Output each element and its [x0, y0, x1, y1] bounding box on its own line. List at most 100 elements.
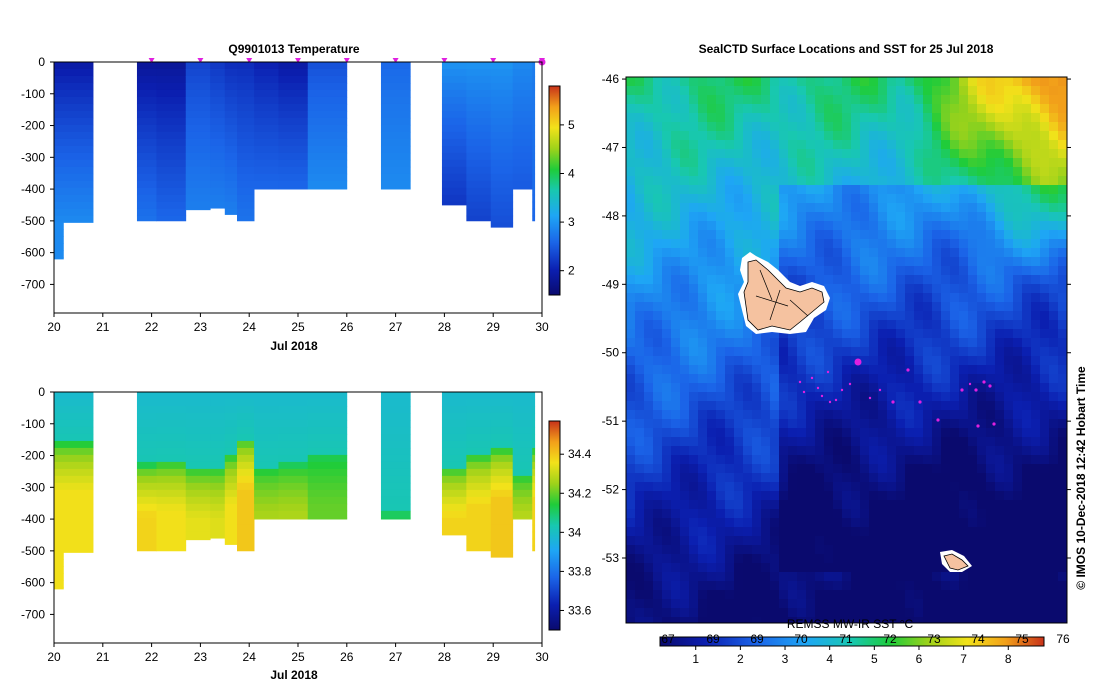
- sst-cell: [1040, 329, 1050, 339]
- sst-cell: [995, 401, 1005, 411]
- temperature-profile-cell: [237, 131, 255, 140]
- salinity-profile-cell: [185, 538, 211, 541]
- sst-cell: [797, 149, 807, 159]
- sst-cell: [698, 590, 708, 600]
- sst-cell: [824, 383, 834, 393]
- sst-cell: [626, 410, 636, 420]
- sst-cell: [653, 293, 663, 303]
- sst-cell: [653, 383, 663, 393]
- salinity-profile-cell: [185, 475, 211, 484]
- sst-cell: [716, 230, 726, 240]
- sst-cell: [869, 437, 879, 447]
- sst-cell: [770, 374, 780, 384]
- sst-cell: [788, 572, 798, 582]
- temperature-profile-cell: [380, 180, 411, 189]
- sst-cell: [743, 347, 753, 357]
- sst-cell: [680, 338, 690, 348]
- sst-cell: [1013, 329, 1023, 339]
- sst-cell: [707, 347, 717, 357]
- sst-cell: [941, 401, 951, 411]
- sst-cell: [824, 131, 834, 141]
- sst-cell: [1004, 284, 1014, 294]
- sst-cell: [725, 113, 735, 123]
- sst-cell: [770, 77, 780, 87]
- salinity-profile-cell: [512, 398, 533, 407]
- sst-cell: [680, 491, 690, 501]
- temperature-y-tick-label: -500: [21, 214, 45, 228]
- sst-cell: [806, 329, 816, 339]
- sst-cell: [779, 599, 789, 609]
- sst-cell: [968, 167, 978, 177]
- sst-cell: [626, 257, 636, 267]
- sst-cell: [743, 410, 753, 420]
- sst-cell: [734, 131, 744, 141]
- sst-cell: [788, 383, 798, 393]
- sst-cell: [959, 320, 969, 330]
- ctd-location-marker: [982, 380, 986, 384]
- sst-cell: [635, 329, 645, 339]
- sst-cell: [887, 572, 897, 582]
- salinity-profile-cell: [156, 468, 187, 477]
- sst-cell: [1031, 311, 1041, 321]
- sst-cell: [689, 428, 699, 438]
- sst-cell: [797, 410, 807, 420]
- sst-cell: [995, 338, 1005, 348]
- sst-cell: [914, 581, 924, 591]
- sst-cell: [878, 617, 888, 623]
- sst-cell: [914, 374, 924, 384]
- sst-cell: [1031, 554, 1041, 564]
- salinity-x-tick-label: 29: [487, 650, 501, 664]
- sst-cell: [1058, 86, 1067, 96]
- sst-cell: [716, 518, 726, 528]
- sst-cell: [833, 77, 843, 87]
- sst-cell: [788, 113, 798, 123]
- sst-cell: [914, 509, 924, 519]
- sst-cell: [1031, 455, 1041, 465]
- sst-cell: [878, 77, 888, 87]
- sst-cell: [905, 275, 915, 285]
- sst-cell: [914, 158, 924, 168]
- salinity-profile-cell: [278, 398, 309, 407]
- sst-cell: [860, 338, 870, 348]
- sst-cell: [923, 311, 933, 321]
- ctd-location-marker: [992, 422, 996, 426]
- sst-cell: [842, 500, 852, 510]
- sst-cell: [635, 464, 645, 474]
- sst-cell: [707, 392, 717, 402]
- sst-cell: [950, 302, 960, 312]
- sst-cell: [896, 140, 906, 150]
- sst-cell: [914, 293, 924, 303]
- sst-cell: [932, 572, 942, 582]
- sst-cell: [1004, 419, 1014, 429]
- salinity-profile-cell: [512, 461, 533, 470]
- sst-cell: [878, 437, 888, 447]
- sst-cell: [1013, 365, 1023, 375]
- sst-cell: [635, 554, 645, 564]
- sst-cell: [1058, 437, 1067, 447]
- sst-cell: [851, 401, 861, 411]
- sst-cell: [698, 581, 708, 591]
- sst-cell: [788, 167, 798, 177]
- sst-cell: [770, 113, 780, 123]
- sst-cell: [932, 599, 942, 609]
- sst-cell: [851, 176, 861, 186]
- ctd-location-marker: [960, 388, 964, 392]
- salinity-profile-cell: [512, 482, 533, 491]
- salinity-x-label: Jul 2018: [270, 668, 318, 682]
- sst-cell: [626, 536, 636, 546]
- sst-cell: [833, 293, 843, 303]
- sst-cell: [968, 302, 978, 312]
- sst-cell: [725, 284, 735, 294]
- sst-cell: [905, 176, 915, 186]
- temperature-profile-cell: [466, 82, 492, 91]
- sst-cell: [1049, 437, 1059, 447]
- salinity-profile-cell: [156, 447, 187, 456]
- sst-cell: [905, 554, 915, 564]
- sst-cell: [842, 176, 852, 186]
- sst-cell: [923, 239, 933, 249]
- sst-cell: [815, 230, 825, 240]
- sst-cell: [644, 401, 654, 411]
- temperature-profile-cell: [278, 180, 309, 189]
- sst-cell: [770, 491, 780, 501]
- salinity-x-tick-label: 20: [47, 650, 61, 664]
